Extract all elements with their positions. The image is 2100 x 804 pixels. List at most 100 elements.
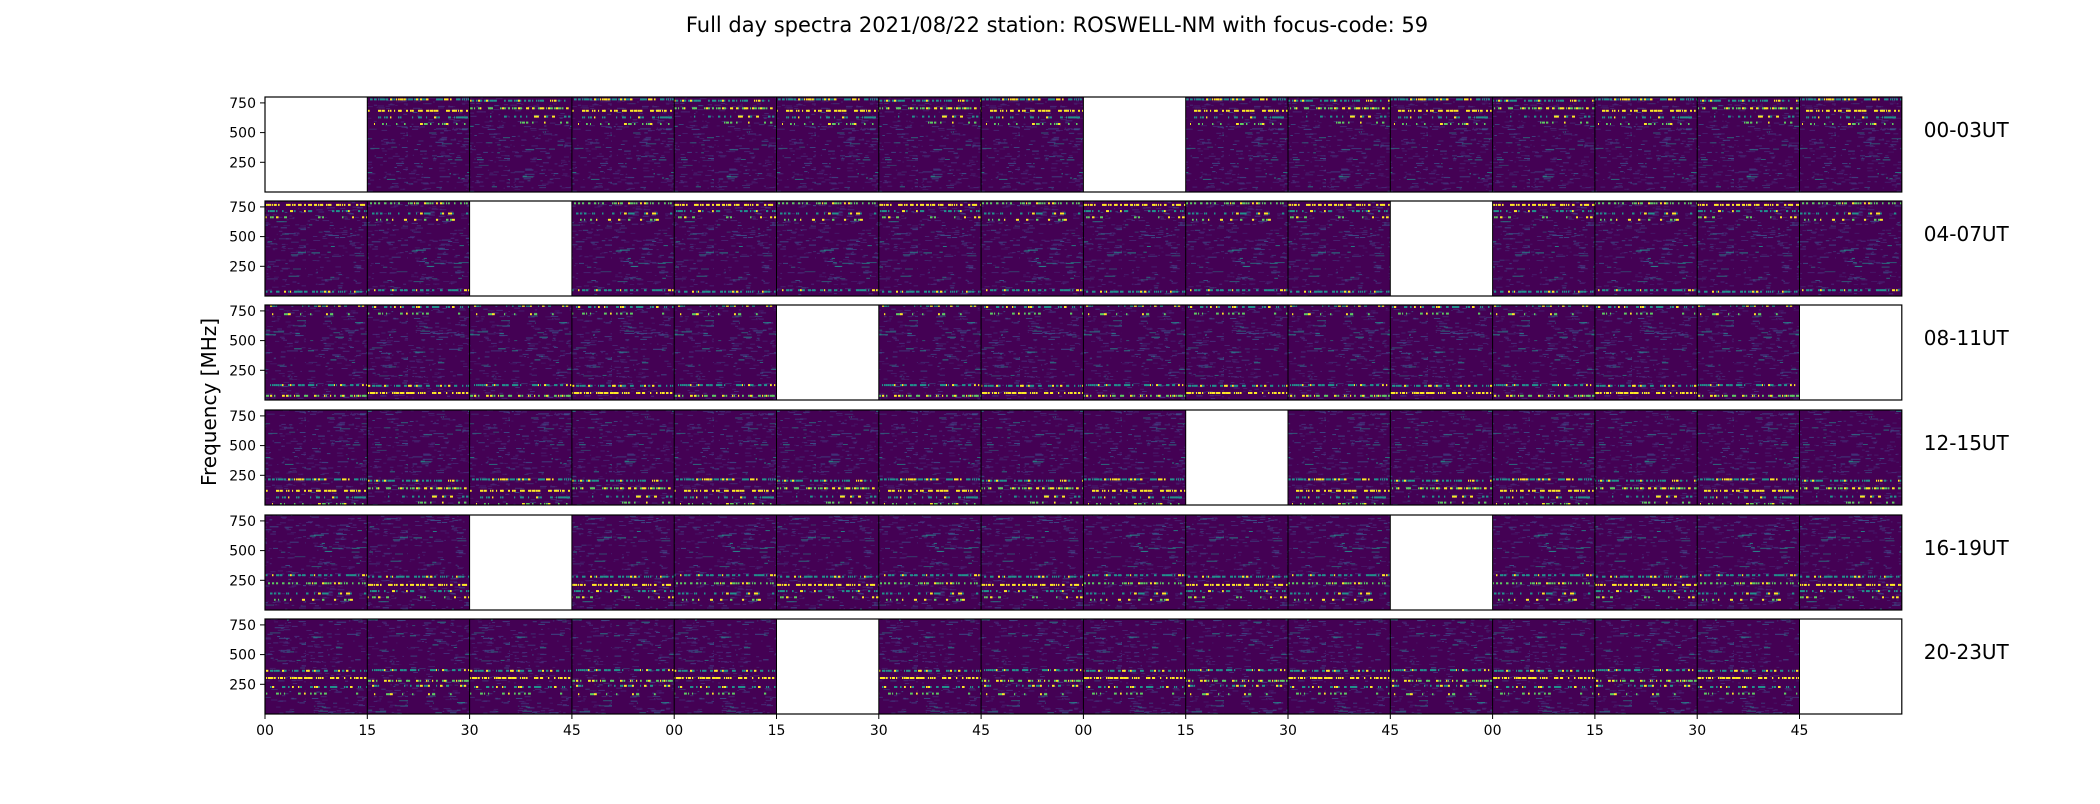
- spectrum-cell: [1288, 515, 1391, 610]
- spectrum-cell: [1492, 515, 1595, 610]
- missing-spectrum-cell: [469, 515, 572, 610]
- spectrum-cell: [1185, 305, 1288, 400]
- missing-spectrum-cell: [776, 305, 879, 400]
- x-tick-label: 45: [1381, 723, 1399, 739]
- spectrum-cell: [367, 305, 470, 400]
- spectrum-cell: [981, 97, 1084, 192]
- spectrum-cell: [1594, 305, 1698, 400]
- spectrum-cell: [981, 201, 1084, 296]
- spectra-row: 250 500 750 04-07UT: [229, 200, 2010, 297]
- x-tick-label: 15: [768, 723, 786, 739]
- row-time-label: 04-07UT: [1924, 222, 2010, 246]
- spectrum-cell: [1697, 619, 1800, 714]
- spectrum-cell: [1390, 305, 1493, 400]
- spectrum-cell: [469, 410, 572, 505]
- x-tick-label: 30: [870, 723, 888, 739]
- spectrum-cell: [265, 619, 368, 714]
- spectrum-cell: [469, 619, 572, 714]
- missing-spectrum-cell: [1799, 305, 1902, 400]
- spectrum-cell: [1083, 410, 1186, 505]
- spectrum-cell: [1594, 97, 1698, 192]
- y-tick-label: 500: [229, 648, 256, 664]
- spectrum-cell: [1083, 619, 1186, 714]
- spectrum-cell: [878, 305, 982, 400]
- spectrum-cell: [1594, 619, 1698, 714]
- row-time-label: 08-11UT: [1924, 326, 2010, 350]
- spectrum-cell: [571, 515, 675, 610]
- missing-spectrum-cell: [1185, 410, 1288, 505]
- spectrum-cell: [1185, 619, 1288, 714]
- spectrum-cell: [1799, 410, 1902, 505]
- spectrum-cell: [981, 515, 1084, 610]
- x-tick-label: 15: [1177, 723, 1195, 739]
- y-tick-label: 750: [229, 96, 256, 112]
- row-frame: [264, 96, 1903, 193]
- spectrum-cell: [981, 410, 1084, 505]
- y-tick-label: 750: [229, 304, 256, 320]
- spectrum-cell: [265, 410, 368, 505]
- y-tick-label: 500: [229, 126, 256, 142]
- spectrum-cell: [1697, 515, 1800, 610]
- spectrum-cell: [1799, 201, 1902, 296]
- x-tick-label: 00: [256, 723, 274, 739]
- y-tick-label: 750: [229, 200, 256, 216]
- x-tick-label: 45: [563, 723, 581, 739]
- spectra-row: 250 500 750 20-23UT: [229, 618, 2010, 715]
- spectrum-cell: [776, 201, 879, 296]
- spectrum-cell: [1492, 619, 1595, 714]
- spectrum-cell: [1697, 97, 1800, 192]
- row-frame: [264, 514, 1903, 611]
- row-time-label: 16-19UT: [1924, 536, 2010, 560]
- row-frame: [264, 304, 1903, 401]
- missing-spectrum-cell: [1083, 97, 1186, 192]
- spectrum-cell: [265, 515, 368, 610]
- spectrum-cell: [981, 619, 1084, 714]
- spectrum-cell: [1799, 515, 1902, 610]
- spectrum-cell: [674, 305, 777, 400]
- row-time-label: 20-23UT: [1924, 640, 2010, 664]
- spectrum-cell: [265, 201, 368, 296]
- x-tick-label: 30: [1279, 723, 1297, 739]
- spectra-row: 250 500 750 00-03UT: [229, 96, 2010, 193]
- missing-spectrum-cell: [776, 619, 879, 714]
- spectrum-cell: [1390, 97, 1493, 192]
- x-tick-label: 45: [1791, 723, 1809, 739]
- spectrum-cell: [981, 305, 1084, 400]
- spectrum-cell: [674, 97, 777, 192]
- spectrum-cell: [1697, 410, 1800, 505]
- chart-title: Full day spectra 2021/08/22 station: ROS…: [686, 13, 1428, 37]
- y-tick-label: 500: [229, 439, 256, 455]
- x-tick-label: 00: [1484, 723, 1502, 739]
- spectrum-cell: [1288, 410, 1391, 505]
- spectrum-cell: [367, 410, 470, 505]
- y-tick-label: 750: [229, 409, 256, 425]
- y-tick-label: 750: [229, 514, 256, 530]
- missing-spectrum-cell: [1799, 619, 1902, 714]
- y-axis-label: Frequency [MHz]: [197, 318, 221, 486]
- spectrum-cell: [367, 619, 470, 714]
- row-frame: [264, 409, 1903, 506]
- x-tick-label: 45: [972, 723, 990, 739]
- x-tick-label: 00: [1074, 723, 1092, 739]
- y-tick-label: 250: [229, 363, 256, 379]
- spectrum-cell: [469, 97, 572, 192]
- spectrum-cell: [1288, 619, 1391, 714]
- x-tick-label: 15: [1586, 723, 1604, 739]
- x-tick-label: 15: [358, 723, 376, 739]
- spectrum-cell: [571, 619, 675, 714]
- spectrum-cell: [1390, 619, 1493, 714]
- spectrum-cell: [776, 515, 879, 610]
- y-tick-label: 750: [229, 618, 256, 634]
- spectrum-cell: [1288, 201, 1391, 296]
- spectrum-cell: [1799, 97, 1902, 192]
- spectrum-cell: [1594, 515, 1698, 610]
- spectrum-cell: [1083, 305, 1186, 400]
- missing-spectrum-cell: [1390, 515, 1493, 610]
- spectra-row: 250 500 750 16-19UT: [229, 514, 2010, 611]
- spectrum-cell: [776, 410, 879, 505]
- missing-spectrum-cell: [469, 201, 572, 296]
- y-tick-label: 250: [229, 259, 256, 275]
- spectra-rows: 250 500 750 00-03UT 250 500 750 04-07UT 250 500 75…: [229, 96, 2010, 715]
- spectrum-cell: [265, 305, 368, 400]
- spectrum-cell: [367, 515, 470, 610]
